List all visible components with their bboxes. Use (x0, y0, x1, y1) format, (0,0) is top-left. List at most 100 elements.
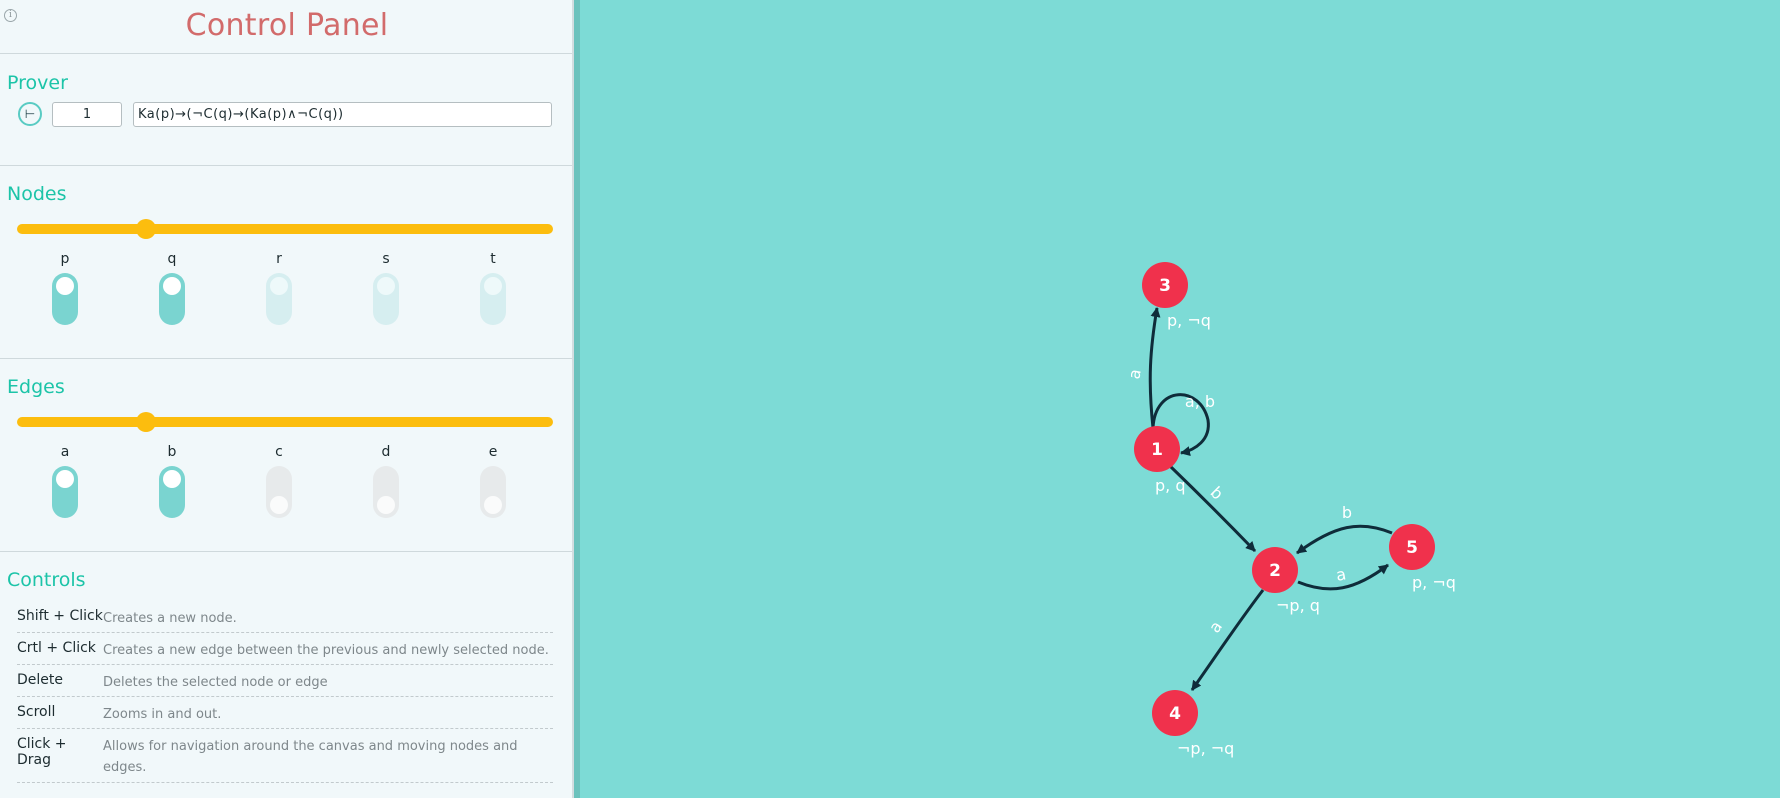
control-key: Click + Drag (17, 736, 67, 768)
toggle-label: q (167, 251, 177, 267)
prover-title: Prover (7, 72, 68, 94)
control-description: Allows for navigation around the canvas … (103, 739, 518, 775)
toggle-knob (377, 277, 395, 295)
panel-title: Control Panel (185, 8, 389, 43)
graph-node-4[interactable] (1152, 690, 1198, 736)
edges_section-toggle-a: a (45, 444, 85, 518)
nodes_section-toggle-q: q (152, 251, 192, 325)
controls-row: Shift + Click Creates a new node. (17, 601, 553, 633)
toggle-knob (377, 496, 395, 514)
controls-title: Controls (7, 569, 86, 591)
graph-node-props: p, q (1155, 476, 1185, 495)
graph-node-label: 1 (1151, 440, 1163, 460)
controls-row: Crtl + Click Creates a new edge between t… (17, 633, 553, 665)
graph-edge-label: b (1342, 503, 1352, 522)
edges-slider[interactable] (17, 412, 553, 432)
nodes-title: Nodes (7, 183, 67, 205)
graph-edge-2-4[interactable] (1190, 589, 1265, 691)
graph-node-5[interactable] (1389, 524, 1435, 570)
toggle-switch[interactable] (266, 466, 292, 518)
toggle-switch[interactable] (159, 466, 185, 518)
control-description: Creates a new node. (103, 611, 237, 626)
control-panel: i Control Panel Prover ⊢ Nodes p q r s t Edg… (0, 0, 574, 798)
graph-edge-label: a (1124, 368, 1144, 381)
edges_section-toggle-e: e (473, 444, 513, 518)
edges_section-toggle-d: d (366, 444, 406, 518)
graph-node-props: p, ¬q (1412, 573, 1456, 592)
graph-node-2[interactable] (1252, 547, 1298, 593)
control-description: Deletes the selected node or edge (103, 675, 328, 690)
nodes_section-toggle-r: r (259, 251, 299, 325)
graph-edge-2-5[interactable] (1297, 563, 1389, 591)
graph-edge-1-1[interactable] (1151, 393, 1210, 456)
toggle-switch[interactable] (480, 466, 506, 518)
graph-node-label: 3 (1159, 276, 1171, 296)
prover-formula-input[interactable] (133, 102, 552, 127)
control-key: Crtl + Click (17, 640, 96, 656)
toggle-label: e (488, 444, 498, 460)
graph-node-props: ¬p, ¬q (1177, 739, 1234, 758)
control-key: Delete (17, 672, 63, 688)
graph-node-3[interactable] (1142, 262, 1188, 308)
nodes_section-toggle-s: s (366, 251, 406, 325)
control-key: Scroll (17, 704, 56, 720)
toggle-switch[interactable] (52, 466, 78, 518)
control-description: Creates a new edge between the previous … (103, 643, 549, 658)
toggle-knob (270, 277, 288, 295)
toggle-label: d (381, 444, 391, 460)
toggle-switch[interactable] (159, 273, 185, 325)
toggle-label: r (276, 251, 282, 267)
toggle-label: a (60, 444, 70, 460)
toggle-switch[interactable] (52, 273, 78, 325)
graph-node-label: 4 (1169, 704, 1181, 724)
graph-node-props: ¬p, q (1276, 596, 1320, 615)
graph-edge-label: a (1205, 617, 1226, 636)
edges_section-toggle-b: b (152, 444, 192, 518)
toggle-knob (484, 277, 502, 295)
toggle-switch[interactable] (266, 273, 292, 325)
nodes-section: Nodes p q r s t (0, 165, 572, 358)
nodes_section-toggle-p: p (45, 251, 85, 325)
graph-edge-label: a (1335, 564, 1348, 584)
graph-edge-label: b (1207, 483, 1228, 504)
prover-section: Prover (0, 53, 572, 165)
toggle-switch[interactable] (480, 273, 506, 325)
graph-node-label: 2 (1269, 561, 1281, 581)
graph-edge-label: a, b (1185, 392, 1215, 411)
panel-resize-handle[interactable] (574, 0, 580, 798)
toggle-label: b (167, 444, 177, 460)
controls-row: Delete Deletes the selected node or edge (17, 665, 553, 697)
graph-node-props: p, ¬q (1167, 311, 1211, 330)
toggle-label: t (490, 251, 496, 267)
control-description: Zooms in and out. (103, 707, 222, 722)
graph-edge-1-2[interactable] (1168, 464, 1257, 553)
nodes-slider[interactable] (17, 219, 553, 239)
controls-row: Click + Drag Allows for navigation around… (17, 729, 553, 783)
graph-node-label: 5 (1406, 538, 1418, 558)
edges-slider-thumb[interactable] (135, 412, 156, 432)
prove-button[interactable]: ⊢ (18, 102, 42, 126)
edges-section: Edges a b c d e (0, 358, 572, 551)
controls-row: Scroll Zooms in and out. (17, 697, 553, 729)
nodes_section-toggle-t: t (473, 251, 513, 325)
toggle-label: p (60, 251, 70, 267)
toggle-knob (163, 277, 181, 295)
toggle-label: c (275, 444, 283, 460)
info-icon[interactable]: i (4, 9, 17, 22)
toggle-label: s (382, 251, 390, 267)
prover-node-input[interactable] (52, 102, 122, 127)
graph-edge-5-2[interactable] (1296, 524, 1393, 555)
graph-canvas[interactable]: a a, b b a b a 1 p, q 2 ¬p, q 3 p, ¬q 4 ¬p, ¬q 5 p, ¬q (580, 0, 1780, 798)
toggle-knob (56, 470, 74, 488)
toggle-knob (484, 496, 502, 514)
nodes-slider-thumb[interactable] (135, 219, 156, 239)
toggle-switch[interactable] (373, 273, 399, 325)
toggle-knob (270, 496, 288, 514)
graph-edge-1-3[interactable] (1148, 307, 1161, 429)
toggle-knob (56, 277, 74, 295)
toggle-switch[interactable] (373, 466, 399, 518)
graph-node-1[interactable] (1134, 426, 1180, 472)
controls-section: Controls Shift + Click Creates a new node… (0, 551, 572, 798)
toggle-knob (163, 470, 181, 488)
control-key: Shift + Click (17, 608, 103, 624)
